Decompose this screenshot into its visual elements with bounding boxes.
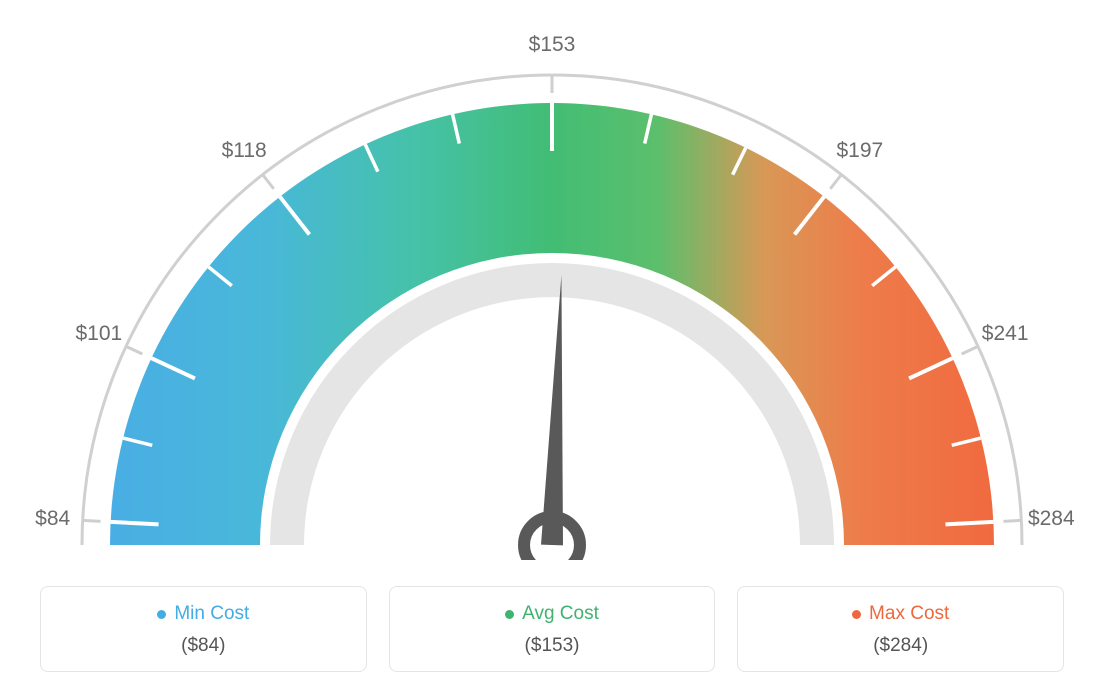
legend-value-avg: ($153) [400,635,705,657]
legend-dot-max [852,610,861,619]
gauge-tick-label: $284 [1028,507,1075,531]
legend-label-avg: Avg Cost [522,603,599,625]
legend-dot-min [157,610,166,619]
gauge-tick-label: $153 [529,33,576,57]
legend-value-min: ($84) [51,635,356,657]
legend-title-avg: Avg Cost [505,603,599,625]
legend-title-max: Max Cost [852,603,949,625]
gauge-tick-label: $241 [982,322,1029,346]
legend-value-max: ($284) [748,635,1053,657]
legend-row: Min Cost ($84) Avg Cost ($153) Max Cost … [40,586,1064,672]
legend-title-min: Min Cost [157,603,249,625]
gauge-chart: $84 $101 $118 $153 $197 $241 $284 [0,0,1104,560]
legend-card-min: Min Cost ($84) [40,586,367,672]
legend-label-max: Max Cost [869,603,949,625]
legend-card-avg: Avg Cost ($153) [389,586,716,672]
gauge-svg [0,0,1104,560]
gauge-tick-label: $84 [35,507,70,531]
gauge-tick-label: $101 [75,322,122,346]
gauge-tick-label: $197 [836,139,883,163]
gauge-tick-label: $118 [222,139,267,163]
legend-label-min: Min Cost [174,603,249,625]
legend-dot-avg [505,610,514,619]
legend-card-max: Max Cost ($284) [737,586,1064,672]
